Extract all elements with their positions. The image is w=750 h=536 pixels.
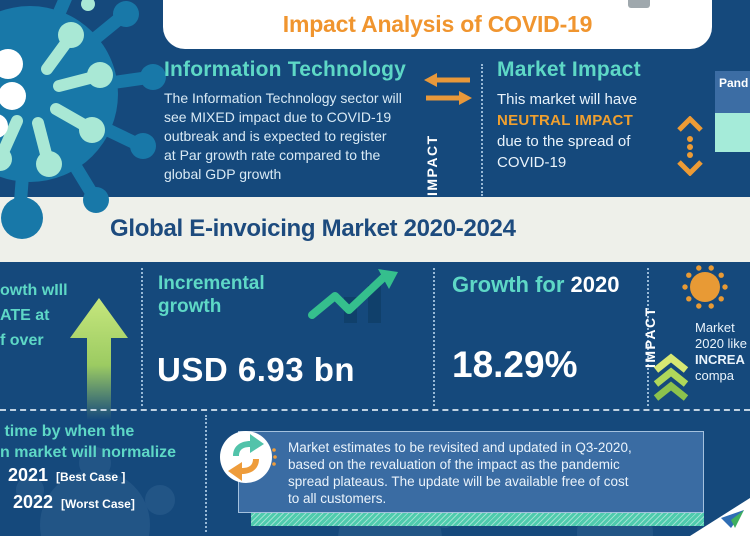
worst-case-year: 2022 [13,492,54,512]
virus-icon [682,265,728,309]
separator-horizontal [0,409,750,411]
market-line-3: COVID-19 [497,154,567,171]
sector-title: Information Technology [164,58,407,81]
trend-up-icon [308,269,398,323]
header-box: Impact Analysis of COVID-19 [163,0,712,49]
sector-body: The Information Technology sector will s… [164,90,402,182]
brand-logo-icon [721,510,744,528]
chevrons-up-icon [653,353,689,401]
best-case-label: [Best Case ] [56,470,126,484]
side-panel-label: Pand [719,76,749,90]
updown-diamond-icon [677,116,703,176]
banner-title: Global E-invoicing Market 2020-2024 [110,215,516,242]
growth-arrow-icon [70,298,128,420]
growth-2020-title: Growth for 2020 [452,272,620,298]
separator-bottom [205,415,207,532]
growth-title-year: 2020 [570,272,620,297]
worst-case-row: 2022 [Worst Case] [13,492,135,513]
separator-stats-2 [433,268,435,406]
left-growth-note: owth wIll ATE at f over [0,282,68,349]
separator-top [481,64,483,196]
best-case-year: 2021 [8,465,49,485]
sector-card: Information Technology The Information T… [164,58,449,184]
coronavirus-illustration [0,0,166,239]
best-case-row: 2021 [Best Case ] [8,465,125,486]
separator-stats-3 [647,268,649,406]
refresh-icon [220,431,277,483]
right-impact-note: Market 2020 like INCREA compa [695,320,750,384]
side-panel-body [715,113,750,152]
side-panel-header: Pand [715,71,750,113]
market-impact-card: Market Impact This market will have NEUT… [497,58,675,173]
worst-case-label: [Worst Case] [61,497,135,511]
banner [0,197,750,262]
market-highlight: NEUTRAL IMPACT [497,112,634,129]
growth-2020-value: 18.29% [452,344,578,385]
right-note-line-4: compa [695,368,735,383]
incremental-growth-value: USD 6.93 bn [157,351,356,388]
incremental-growth-title: Incremental growth [158,273,265,317]
right-note-line-3: INCREA [695,352,745,367]
separator-stats-1 [141,268,143,406]
right-note-line-2: 2020 like [695,336,748,351]
market-title: Market Impact [497,58,641,81]
right-note-line-1: Market [695,320,735,335]
update-note-text: Market estimates to be revisited and upd… [288,440,632,506]
swap-arrows-icon [424,73,472,105]
impact-label-top: IMPACT [424,134,440,196]
growth-title-prefix: Growth for [452,272,571,297]
normalize-heading: time by when the n market will normalize [0,423,177,461]
screen-artifact [628,0,650,8]
market-line-2: due to the spread of [497,133,631,150]
market-line-1: This market will have [497,91,638,108]
page-title: Impact Analysis of COVID-19 [282,11,593,37]
update-note-box: Market estimates to be revisited and upd… [238,431,704,513]
